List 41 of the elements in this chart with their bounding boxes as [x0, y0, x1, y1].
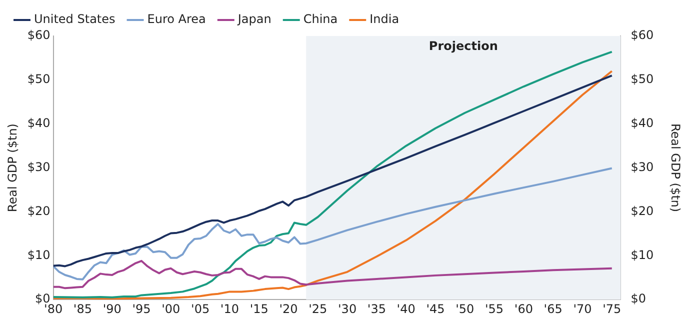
y-axis-title: Real GDP ($tn): [5, 124, 20, 212]
x-tick-label: '45: [426, 302, 445, 316]
y2-tick-label: $0: [630, 292, 646, 306]
y2-tick-label: $20: [630, 204, 654, 218]
y2-tick-label: $40: [630, 116, 654, 130]
y-tick-label: $60: [27, 28, 50, 42]
legend-label: China: [303, 12, 338, 26]
x-tick-label: '70: [573, 302, 592, 316]
y-tick-label: $30: [27, 160, 50, 174]
y2-tick-label: $60: [630, 28, 654, 42]
x-tick-label: '95: [132, 302, 151, 316]
y2-axis-title: Real GDP ($tn): [668, 124, 683, 212]
legend-label: United States: [34, 12, 116, 26]
x-tick-label: '40: [396, 302, 416, 316]
y2-tick-label: $10: [630, 248, 654, 262]
x-tick-label: '30: [338, 302, 357, 316]
x-tick-label: '25: [308, 302, 328, 316]
legend-label: Euro Area: [147, 12, 206, 26]
x-tick-label: '80: [44, 302, 63, 316]
x-tick-label: '10: [220, 302, 239, 316]
band-label: Projection: [428, 39, 498, 54]
x-tick-label: '75: [602, 302, 622, 316]
x-tick-label: '05: [191, 302, 210, 316]
x-tick-label: '50: [456, 302, 474, 316]
x-tick-label: '55: [484, 302, 504, 316]
legend-label: India: [370, 12, 400, 26]
y2-tick-label: $30: [630, 160, 654, 174]
x-tick-label: '35: [367, 302, 386, 316]
x-tick-label: '65: [544, 302, 562, 316]
y2-tick-label: $50: [630, 72, 654, 86]
y-tick-label: $50: [27, 72, 50, 86]
legend-label: Japan: [236, 12, 272, 26]
x-tick-label: '20: [279, 302, 298, 316]
x-tick-label: '00: [162, 302, 180, 316]
y-tick-label: $40: [27, 116, 50, 130]
x-tick-label: '60: [514, 302, 533, 316]
x-tick-label: '90: [102, 302, 122, 316]
y-tick-label: $10: [27, 248, 50, 262]
y-tick-label: $20: [27, 204, 50, 218]
x-tick-label: '15: [250, 302, 268, 316]
x-tick-label: '85: [73, 302, 92, 316]
